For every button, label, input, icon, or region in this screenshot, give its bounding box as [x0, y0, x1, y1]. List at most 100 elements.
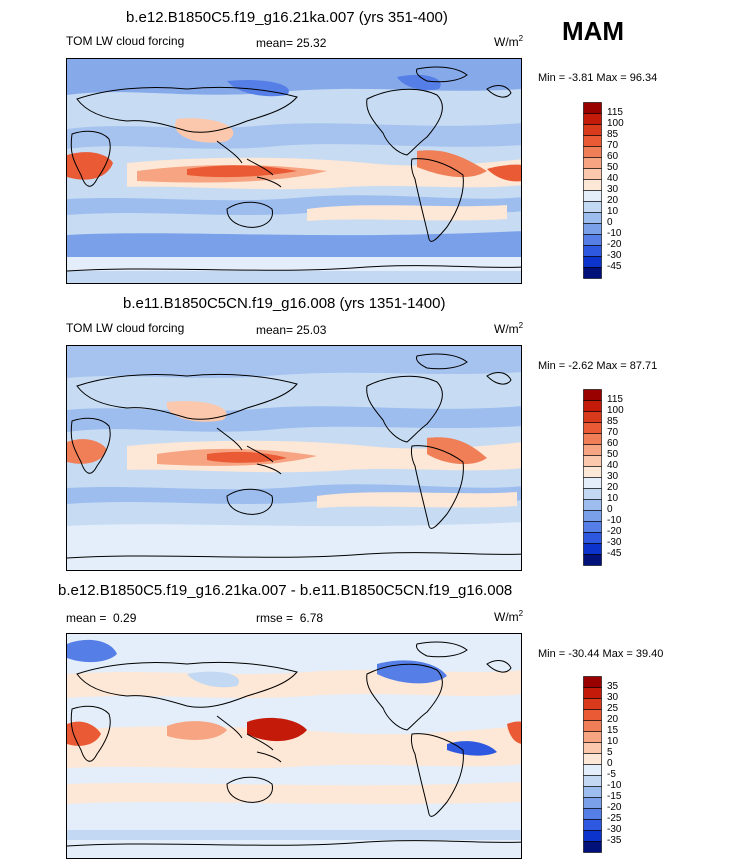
colorbar-swatch — [583, 819, 602, 831]
colorbar-swatch — [583, 400, 602, 412]
panel1-max-label: Max = — [596, 72, 627, 84]
colorbar-swatch — [583, 554, 602, 566]
colorbar-swatch — [583, 223, 602, 235]
colorbar-tick-label: 115 — [607, 394, 623, 405]
colorbar-swatch — [583, 389, 602, 401]
colorbar-swatch — [583, 444, 602, 456]
colorbar-tick-label: 70 — [607, 140, 619, 151]
colorbar-swatch — [583, 168, 602, 180]
colorbar-tick-label: -10 — [607, 515, 622, 526]
colorbar-tick-label: -10 — [607, 780, 622, 791]
colorbar-tick-label: 10 — [607, 206, 619, 217]
colorbar-tick-label: -15 — [607, 791, 622, 802]
season-label: MAM — [562, 16, 625, 46]
panel3-mean-label: mean = — [66, 611, 107, 625]
colorbar-tick-label: 40 — [607, 460, 619, 471]
colorbar-swatch — [583, 102, 602, 114]
colorbar-swatch — [583, 676, 602, 688]
colorbar-tick-label: 10 — [607, 493, 619, 504]
colorbar-swatch — [583, 543, 602, 555]
colorbar-tick-label: -25 — [607, 813, 622, 824]
colorbar-tick-label: 0 — [607, 504, 613, 515]
colorbar-tick-label: 25 — [607, 703, 619, 714]
colorbar-tick-label: 100 — [607, 118, 624, 129]
colorbar-swatch — [583, 709, 602, 721]
colorbar-swatch — [583, 124, 602, 136]
panel1-mean-value: 25.32 — [296, 36, 327, 50]
panel2-map — [66, 345, 522, 571]
panel1-variable: TOM LW cloud forcing — [66, 34, 185, 48]
colorbar-tick-label: 0 — [607, 217, 613, 228]
colorbar-tick-label: -35 — [607, 835, 622, 846]
colorbar-tick-label: 5 — [607, 747, 613, 758]
colorbar-swatch — [583, 234, 602, 246]
colorbar-tick-label: 30 — [607, 692, 619, 703]
panel2-mean: mean= 25.03 — [256, 323, 326, 337]
colorbar-boxes — [583, 676, 602, 853]
panel2-units: W/m2 — [494, 321, 524, 336]
colorbar-tick-label: 0 — [607, 758, 613, 769]
colorbar-tick-label: 20 — [607, 714, 619, 725]
colorbar-swatch — [583, 764, 602, 776]
colorbar-tick-label: 30 — [607, 471, 619, 482]
panel1-map — [66, 58, 522, 284]
colorbar-swatch — [583, 179, 602, 191]
panel2-mean-value: 25.03 — [296, 323, 327, 337]
panel3-rmse-value: 6.78 — [299, 611, 324, 625]
colorbar-tick-label: -30 — [607, 250, 622, 261]
panel1-title: b.e12.B1850C5.f19_g16.21ka.007 (yrs 351-… — [126, 9, 448, 26]
panel2-max-label: Max = — [596, 360, 627, 372]
colorbar-swatch — [583, 775, 602, 787]
colorbar-swatch — [583, 841, 602, 853]
colorbar-tick-label: 10 — [607, 736, 619, 747]
colorbar-tick-label: -10 — [607, 228, 622, 239]
colorbar-swatch — [583, 135, 602, 147]
colorbar-tick-label: 85 — [607, 416, 619, 427]
panel3-rmse: rmse = 6.78 — [256, 611, 323, 625]
colorbar-tick-label: 50 — [607, 449, 619, 460]
panel2-min-label: Min = — [538, 360, 566, 372]
panel3-map — [66, 633, 522, 859]
colorbar-swatch — [583, 256, 602, 268]
colorbar-swatch — [583, 146, 602, 158]
colorbar-tick-label: 60 — [607, 151, 619, 162]
colorbar-swatch — [583, 245, 602, 257]
panel1-min-label: Min = — [538, 72, 566, 84]
colorbar-tick-label: 30 — [607, 184, 619, 195]
panel3-mean: mean = 0.29 — [66, 611, 136, 625]
panel3-units: W/m2 — [494, 609, 524, 624]
colorbar-tick-label: -30 — [607, 824, 622, 835]
colorbar-tick-label: -5 — [607, 769, 616, 780]
colorbar-tick-label: -20 — [607, 239, 622, 250]
colorbar-tick-label: -45 — [607, 548, 622, 559]
colorbar-tick-label: 70 — [607, 427, 619, 438]
colorbar-swatch — [583, 698, 602, 710]
panel3-max-value: 39.40 — [635, 648, 664, 660]
colorbar-swatch — [583, 797, 602, 809]
colorbar-swatch — [583, 731, 602, 743]
colorbar-swatch — [583, 212, 602, 224]
colorbar-tick-label: 85 — [607, 129, 619, 140]
colorbar-swatch — [583, 113, 602, 125]
panel1-min-value: -3.81 — [568, 72, 594, 84]
colorbar-tick-label: 50 — [607, 162, 619, 173]
panel1-mean-label: mean= — [256, 36, 294, 50]
colorbar-boxes — [583, 102, 602, 279]
colorbar-swatch — [583, 267, 602, 279]
colorbar-swatch — [583, 742, 602, 754]
colorbar-swatch — [583, 201, 602, 213]
panel2-variable: TOM LW cloud forcing — [66, 321, 185, 335]
colorbar-tick-label: 100 — [607, 405, 624, 416]
panel3-mean-value: 0.29 — [113, 611, 137, 625]
panel1-minmax: Min = -3.81 Max = 96.34 — [538, 72, 657, 84]
colorbar-swatch — [583, 488, 602, 500]
panel1-mean: mean= 25.32 — [256, 36, 326, 50]
colorbar-swatch — [583, 455, 602, 467]
panel3-rmse-label: rmse = — [256, 611, 294, 625]
colorbar-swatch — [583, 190, 602, 202]
colorbar-swatch — [583, 521, 602, 533]
colorbar-tick-label: 35 — [607, 681, 619, 692]
colorbar-tick-label: -30 — [607, 537, 622, 548]
colorbar-tick-label: 20 — [607, 482, 619, 493]
colorbar-tick-label: 15 — [607, 725, 619, 736]
